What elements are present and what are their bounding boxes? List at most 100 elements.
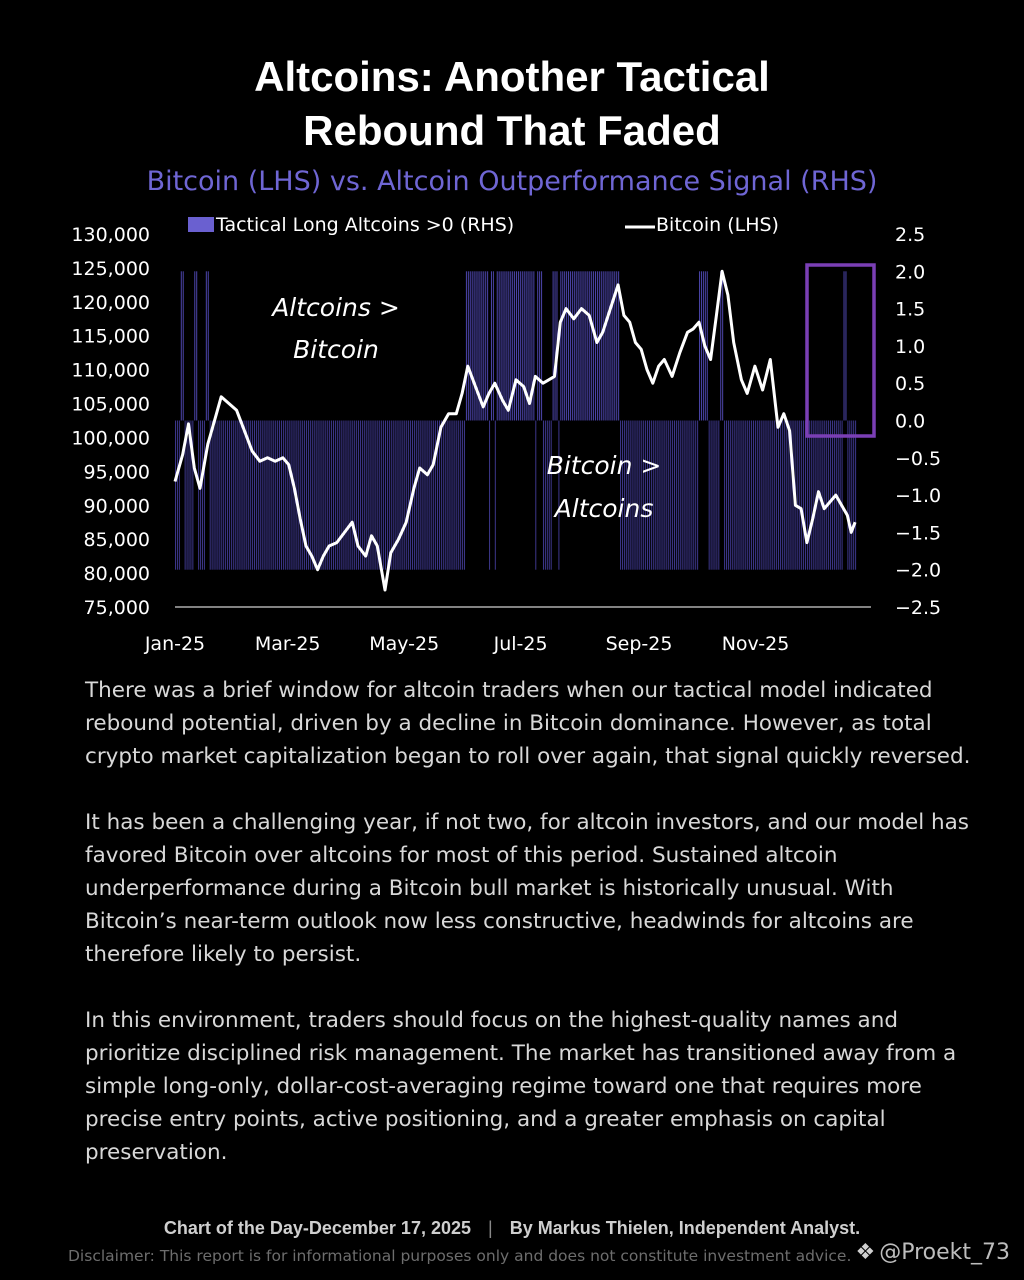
signal-bar <box>569 271 571 421</box>
paragraph-3: In this environment, traders should focu… <box>85 1008 957 1165</box>
signal-bar <box>398 420 400 570</box>
signal-bar <box>284 420 286 570</box>
y-left-tick-label: 120,000 <box>71 292 150 314</box>
signal-bar <box>718 420 720 570</box>
x-tick-label: Jul-25 <box>493 633 548 655</box>
signal-bar <box>803 420 805 570</box>
signal-bar <box>317 420 319 570</box>
footer-author: By Markus Thielen, Independent Analyst. <box>509 1218 861 1238</box>
signal-bar <box>462 420 464 570</box>
signal-bar <box>319 420 321 570</box>
signal-bar <box>629 420 631 570</box>
signal-bar <box>188 420 190 570</box>
signal-bar <box>279 420 281 570</box>
signal-bar <box>359 420 361 570</box>
signal-bar <box>751 420 753 570</box>
signal-bar <box>261 420 263 570</box>
signal-bar <box>787 420 789 570</box>
y-right-tick-label: 2.5 <box>895 224 925 246</box>
signal-bar <box>215 420 217 570</box>
signal-bar <box>641 420 643 570</box>
signal-bar <box>479 271 481 421</box>
signal-bar <box>687 420 689 570</box>
signal-bar <box>477 271 479 421</box>
x-axis: Jan-25 Mar-25 May-25 Jul-25 Sep-25 Nov-25 <box>144 633 789 655</box>
signal-bar <box>213 420 215 570</box>
signal-bar <box>610 271 612 421</box>
signal-bar <box>596 271 598 421</box>
signal-bar <box>394 420 396 570</box>
signal-bar <box>404 420 406 570</box>
signal-bar <box>743 420 745 570</box>
signal-bar <box>446 420 448 570</box>
signal-bar <box>487 271 489 421</box>
signal-bar <box>633 420 635 570</box>
signal-bar <box>500 271 502 421</box>
signal-bar <box>614 271 616 421</box>
signal-bar <box>483 271 485 421</box>
signal-bar <box>427 420 429 570</box>
signal-bar <box>593 271 595 421</box>
footer-separator: | <box>488 1218 493 1238</box>
footer-date: Chart of the Day-December 17, 2025 <box>163 1218 471 1238</box>
signal-bar <box>354 420 356 570</box>
signal-bar <box>639 420 641 570</box>
signal-bar <box>537 271 539 421</box>
signal-bar <box>315 420 317 570</box>
signal-bar <box>643 420 645 570</box>
signal-bar <box>184 420 186 570</box>
y-left-tick-label: 115,000 <box>71 326 150 348</box>
signal-bar <box>396 420 398 570</box>
signal-bar <box>304 420 306 570</box>
signal-bar <box>673 420 676 570</box>
signal-bar <box>448 420 450 570</box>
signal-bar <box>612 271 614 421</box>
signal-bar <box>290 420 292 570</box>
signal-bar <box>336 420 338 570</box>
y-left-tick-label: 100,000 <box>71 428 150 450</box>
signal-bar <box>828 420 830 570</box>
signal-bar <box>369 420 371 570</box>
signal-bar <box>648 420 650 570</box>
signal-bar <box>668 420 670 570</box>
signal-bar <box>410 420 412 570</box>
signal-bar <box>203 420 205 570</box>
signal-bar <box>839 420 841 570</box>
x-tick-label: Mar-25 <box>255 633 321 655</box>
paragraph-1: There was a brief window for altcoin tra… <box>85 678 971 769</box>
signal-bar <box>542 420 544 570</box>
signal-bar <box>475 271 477 421</box>
signal-bar <box>606 271 608 421</box>
signal-bar <box>516 271 518 421</box>
signal-bar <box>741 420 743 570</box>
signal-bar <box>346 420 348 570</box>
signal-bar <box>749 420 751 570</box>
signal-bar <box>194 271 196 421</box>
signal-bar <box>178 420 180 570</box>
signal-bar <box>288 420 290 570</box>
binance-diamond-icon: ❖ <box>855 1240 876 1265</box>
signal-bar <box>566 271 568 421</box>
signal-bar <box>485 271 487 421</box>
signal-bar <box>311 420 313 570</box>
signal-bar <box>271 420 273 570</box>
signal-bar <box>720 271 722 421</box>
signal-bar <box>257 420 259 570</box>
signal-bar <box>182 271 184 421</box>
signal-bar <box>508 271 510 421</box>
signal-bar <box>232 420 234 570</box>
signal-bar <box>662 420 664 570</box>
disclaimer: Disclaimer: This report is for informati… <box>68 1247 852 1265</box>
signal-bar <box>280 420 282 570</box>
signal-bar <box>383 420 385 570</box>
signal-bar <box>548 420 550 570</box>
signal-bar <box>589 271 591 421</box>
signal-bar <box>575 271 577 421</box>
chart: 130,000 125,000 120,000 115,000 110,000 105,0… <box>71 214 941 655</box>
y-axis-right: 2.5 2.0 1.5 1.0 0.5 0.0 −0.5 −1.0 −1.5 −2.0 −2.5 <box>895 224 941 619</box>
signal-bar <box>371 420 373 570</box>
signal-bar <box>309 420 311 570</box>
signal-bar <box>452 420 454 570</box>
signal-bar <box>273 420 275 570</box>
signal-bar <box>402 420 404 570</box>
